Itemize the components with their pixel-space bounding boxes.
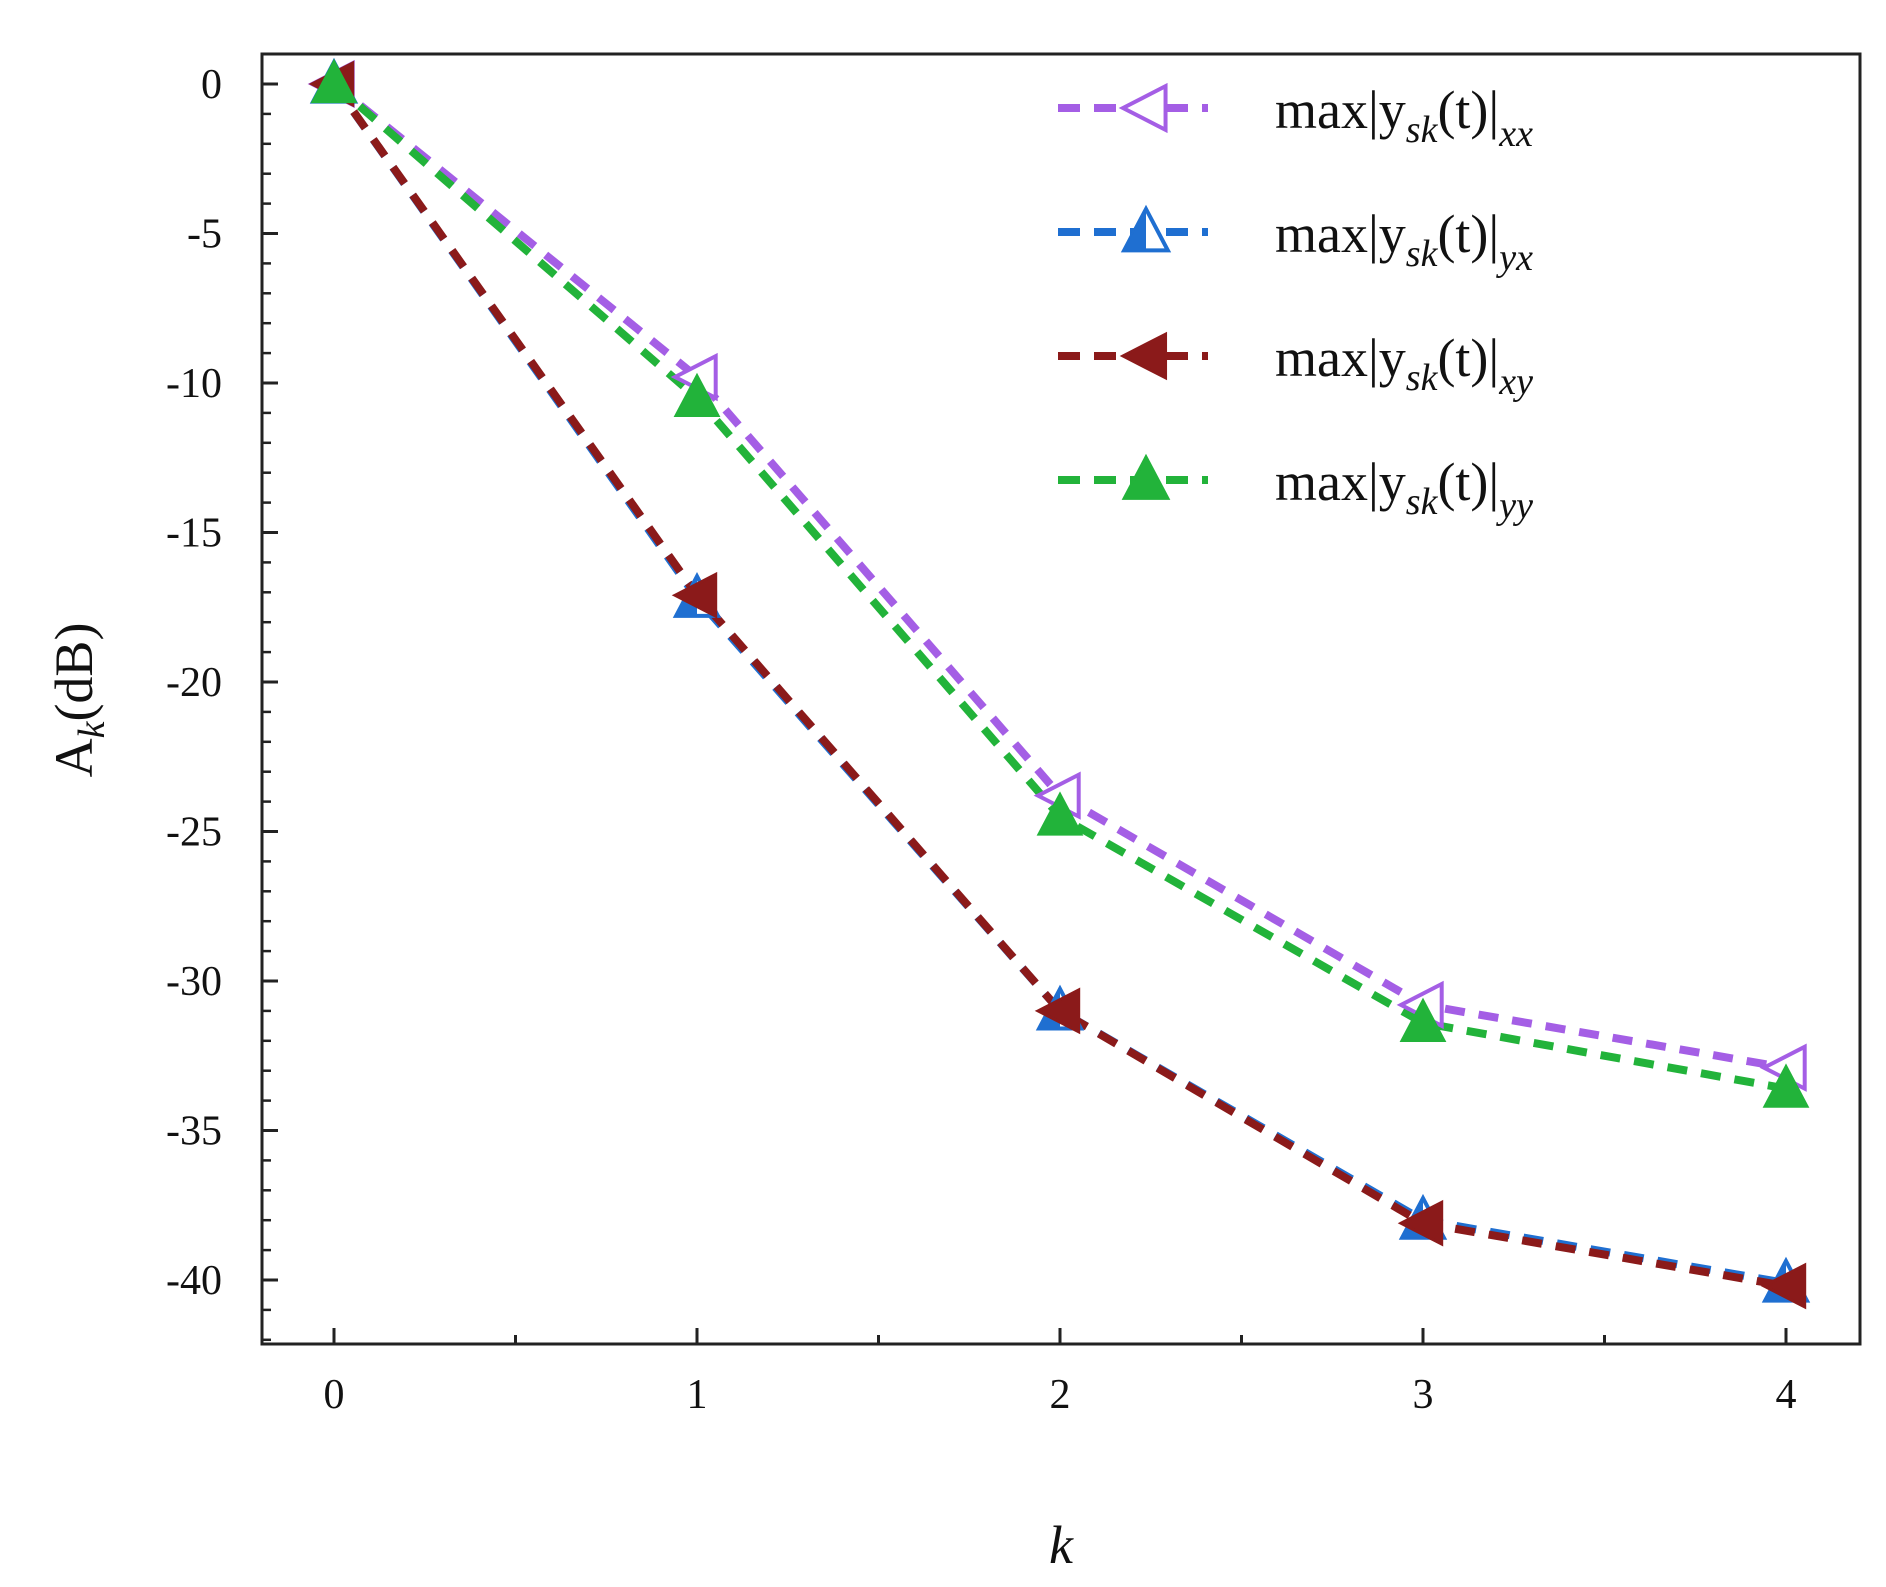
data-point: [1397, 1199, 1444, 1247]
legend-item: max|ysk(t)|yx: [1058, 204, 1533, 279]
legend-item: max|ysk(t)|yy: [1058, 452, 1533, 527]
data-point: [1118, 82, 1168, 134]
legend-item: max|ysk(t)|xy: [1058, 328, 1533, 403]
data-point: [310, 58, 358, 104]
marker-fill: [1399, 997, 1447, 1042]
legend-label: max|ysk(t)|xx: [1275, 80, 1533, 155]
marker-fill: [1762, 1063, 1810, 1108]
data-point: [1119, 331, 1168, 381]
x-tick-label: 1: [687, 1372, 708, 1418]
data-point: [1762, 1063, 1810, 1108]
legend-label: max|ysk(t)|yx: [1275, 204, 1533, 279]
marker-half-fill: [1124, 209, 1146, 251]
x-axis-title: k: [1049, 1515, 1074, 1575]
marker-fill: [1036, 791, 1084, 836]
y-tick-label: -40: [166, 1258, 222, 1304]
legend-label-prefix: max|y: [1275, 80, 1406, 140]
legend-label-subscript: sk: [1406, 357, 1439, 399]
legend-label-subscript: sk: [1406, 233, 1439, 275]
series-lines: [330, 80, 1787, 1290]
marker-fill: [1397, 1199, 1444, 1247]
legend-label-prefix: max|y: [1275, 452, 1406, 512]
marker-fill: [1119, 331, 1168, 381]
legend-label-mid: (t)|: [1437, 204, 1499, 264]
y-tick-label: -30: [166, 959, 222, 1005]
x-tick-label: 2: [1050, 1372, 1071, 1418]
plot-frame: [260, 52, 1862, 1346]
legend-label-subscript: yy: [1495, 485, 1533, 527]
x-tick-label: 4: [1776, 1372, 1797, 1418]
legend-label-subscript: xx: [1498, 113, 1533, 155]
data-point: [673, 372, 721, 418]
legend: max|ysk(t)|xxmax|ysk(t)|yxmax|ysk(t)|xym…: [1058, 80, 1533, 527]
legend-label-prefix: max|y: [1275, 204, 1406, 264]
y-axis-title: Ak(dB): [44, 623, 113, 778]
marker-fill: [1760, 1262, 1807, 1310]
data-point: [1760, 1262, 1807, 1310]
legend-label-subscript: xy: [1498, 361, 1533, 403]
y-tick-label: -5: [187, 212, 222, 258]
y-tick-label: 0: [201, 62, 222, 108]
legend-label-mid: (t)|: [1437, 328, 1499, 388]
marker-outline: [1118, 82, 1168, 134]
x-tick-label: 0: [324, 1372, 345, 1418]
legend-label: max|ysk(t)|xy: [1275, 328, 1533, 403]
x-axis-ticks: 0 1 2 3 4: [324, 1328, 1797, 1418]
y-axis-ticks: 0 -5 -10 -15 -20 -25 -30 -35 -40: [166, 62, 278, 1342]
data-point: [1121, 453, 1171, 500]
marker-fill: [1034, 987, 1081, 1035]
data-point: [1399, 997, 1447, 1042]
marker-fill: [1121, 453, 1171, 500]
data-point: [1034, 987, 1081, 1035]
y-axis-title-unit: (dB): [44, 623, 104, 722]
legend-label-mid: (t)|: [1437, 452, 1499, 512]
data-point: [1036, 791, 1084, 836]
y-tick-label: -10: [166, 361, 222, 407]
y-tick-label: -25: [166, 810, 222, 856]
legend-label-subscript: sk: [1406, 481, 1439, 523]
y-axis-title-symbol: A: [44, 738, 104, 777]
y-tick-label: -20: [166, 660, 222, 706]
marker-fill: [673, 372, 721, 418]
data-point: [1120, 204, 1172, 253]
marker-fill: [671, 571, 718, 619]
series-line: [330, 81, 1787, 1290]
x-tick-label: 3: [1413, 1372, 1434, 1418]
y-axis-title-subscript: k: [71, 720, 113, 738]
series-markers: [307, 57, 1811, 1310]
legend-label-subscript: sk: [1406, 109, 1439, 151]
marker-fill: [310, 58, 358, 104]
legend-label: max|ysk(t)|yy: [1275, 452, 1533, 527]
data-point: [671, 571, 718, 619]
y-tick-label: -35: [166, 1109, 222, 1155]
y-tick-label: -15: [166, 511, 222, 557]
legend-label-mid: (t)|: [1437, 80, 1499, 140]
legend-label-subscript: yx: [1495, 237, 1533, 279]
legend-item: max|ysk(t)|xx: [1058, 80, 1533, 155]
legend-label-prefix: max|y: [1275, 328, 1406, 388]
